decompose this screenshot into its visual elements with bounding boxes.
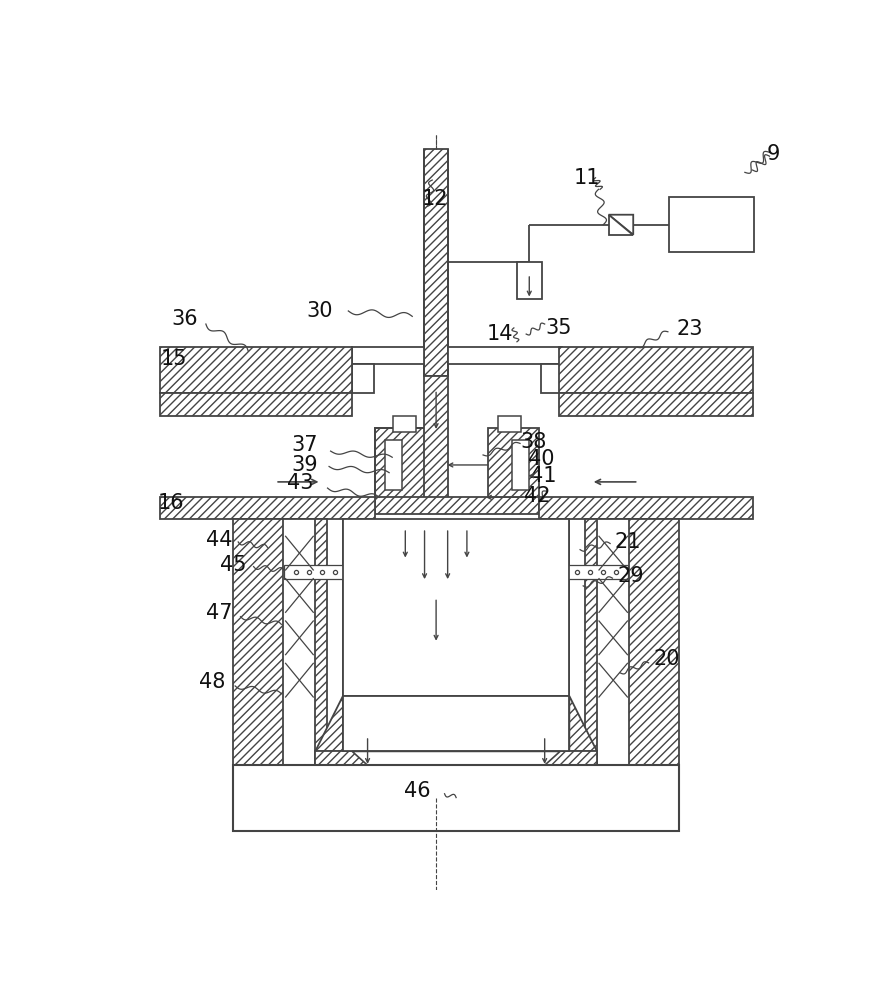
- Text: 30: 30: [306, 301, 333, 321]
- Bar: [424, 376, 449, 505]
- Bar: [343, 519, 374, 696]
- Bar: [538, 519, 570, 696]
- Text: 14: 14: [487, 324, 514, 344]
- Bar: [449, 347, 562, 364]
- Text: 29: 29: [618, 566, 644, 586]
- Text: 43: 43: [287, 473, 313, 493]
- Bar: [559, 347, 753, 393]
- Bar: [352, 364, 374, 393]
- Bar: [376, 428, 426, 505]
- Bar: [376, 497, 538, 514]
- Bar: [517, 262, 542, 299]
- Text: 44: 44: [206, 530, 233, 550]
- Text: 47: 47: [206, 603, 233, 623]
- Bar: [159, 393, 352, 416]
- Bar: [586, 519, 679, 811]
- Text: 35: 35: [546, 318, 571, 338]
- Bar: [285, 565, 374, 579]
- Bar: [498, 416, 521, 432]
- Bar: [669, 197, 754, 252]
- Polygon shape: [609, 215, 633, 235]
- Text: 48: 48: [198, 672, 225, 692]
- Bar: [541, 364, 562, 393]
- Text: 9: 9: [766, 144, 780, 164]
- Text: 12: 12: [422, 189, 449, 209]
- Text: 23: 23: [676, 319, 703, 339]
- Bar: [512, 440, 529, 490]
- Polygon shape: [570, 696, 597, 751]
- Bar: [597, 519, 629, 773]
- Bar: [283, 519, 315, 773]
- Bar: [559, 393, 753, 416]
- Text: 36: 36: [171, 309, 198, 329]
- Bar: [233, 519, 327, 811]
- Text: 40: 40: [528, 449, 554, 469]
- Text: 15: 15: [160, 349, 187, 369]
- Bar: [538, 565, 627, 579]
- Text: 37: 37: [291, 435, 318, 455]
- Polygon shape: [315, 696, 343, 751]
- Bar: [352, 347, 424, 364]
- Text: 39: 39: [291, 455, 318, 475]
- Bar: [233, 765, 679, 831]
- Bar: [393, 416, 417, 432]
- Text: 45: 45: [220, 555, 246, 575]
- Text: 16: 16: [158, 493, 184, 513]
- Bar: [315, 751, 597, 765]
- Text: 11: 11: [574, 168, 600, 188]
- Text: 20: 20: [653, 649, 680, 669]
- Bar: [159, 347, 352, 393]
- Bar: [488, 428, 538, 505]
- Bar: [376, 428, 426, 505]
- Text: 21: 21: [615, 532, 641, 552]
- Bar: [343, 519, 570, 696]
- Bar: [385, 440, 402, 490]
- Polygon shape: [343, 696, 570, 751]
- Bar: [538, 497, 753, 519]
- Polygon shape: [609, 215, 633, 235]
- Text: 41: 41: [530, 466, 556, 486]
- Text: 46: 46: [404, 781, 431, 801]
- Bar: [159, 497, 376, 519]
- Text: 42: 42: [523, 486, 550, 506]
- Bar: [424, 149, 449, 376]
- Polygon shape: [352, 751, 560, 765]
- Text: 38: 38: [520, 432, 546, 452]
